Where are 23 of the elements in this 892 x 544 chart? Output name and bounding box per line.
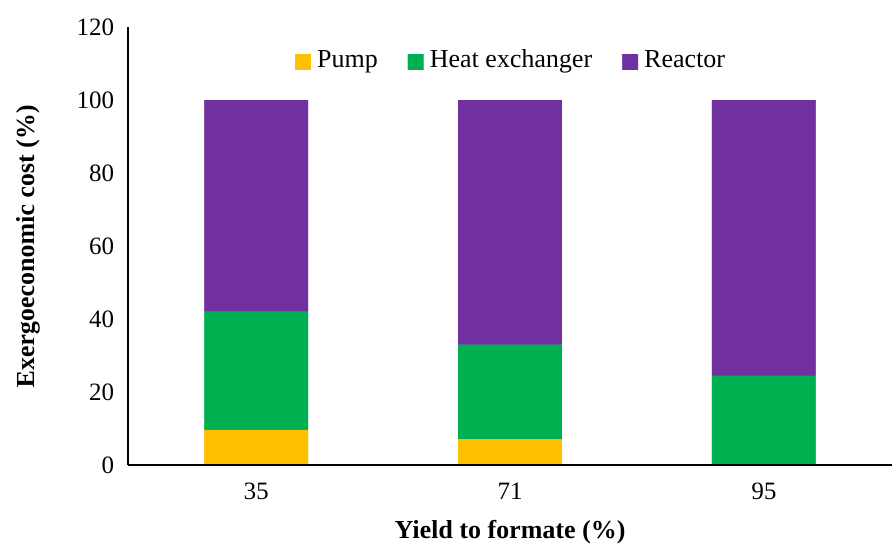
x-axis-title: Yield to formate (%)	[394, 515, 626, 544]
y-tick-label: 20	[89, 379, 114, 406]
y-tick-label: 40	[89, 306, 114, 333]
bar	[204, 430, 308, 465]
bar	[204, 312, 308, 430]
legend-label: Heat exchanger	[430, 44, 592, 73]
y-tick-label: 0	[102, 452, 114, 479]
bar	[712, 376, 816, 465]
legend-label: Pump	[317, 44, 378, 73]
y-tick-label: 60	[89, 233, 114, 260]
bar	[458, 439, 562, 465]
x-tick-label: 95	[751, 478, 776, 505]
y-tick-label: 80	[89, 160, 114, 187]
bar	[458, 100, 562, 345]
bar	[712, 100, 816, 376]
bar	[458, 344, 562, 440]
legend-label: Reactor	[644, 44, 726, 73]
x-tick-label: 71	[498, 478, 522, 505]
y-tick-label: 120	[76, 14, 114, 41]
x-tick-label: 35	[244, 478, 269, 505]
y-tick-label: 100	[76, 87, 114, 114]
bar	[204, 100, 308, 312]
y-axis-title: Exergoeconomic cost (%)	[11, 104, 40, 388]
